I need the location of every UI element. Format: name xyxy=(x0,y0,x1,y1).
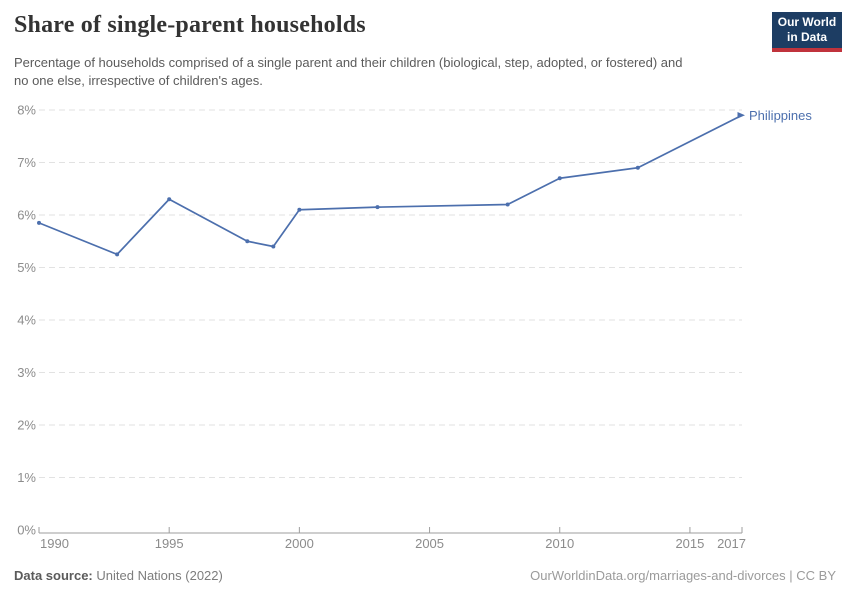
y-axis-label-4pct: 4% xyxy=(17,313,36,328)
x-axis-label-2010: 2010 xyxy=(545,536,574,551)
data-point-2010[interactable] xyxy=(557,176,562,181)
data-point-2000[interactable] xyxy=(297,207,302,212)
data-source: Data source: United Nations (2022) xyxy=(14,568,223,583)
x-axis-label-2017: 2017 xyxy=(717,536,746,551)
chart-footer: Data source: United Nations (2022) OurWo… xyxy=(14,568,836,583)
x-axis-label-1990: 1990 xyxy=(40,536,69,551)
credit-line[interactable]: OurWorldinData.org/marriages-and-divorce… xyxy=(530,568,836,583)
y-axis-label-5pct: 5% xyxy=(17,260,36,275)
series-line-philippines[interactable] xyxy=(38,114,743,256)
x-axis-label-2005: 2005 xyxy=(415,536,444,551)
y-axis-label-3pct: 3% xyxy=(17,365,36,380)
chart-subtitle: Percentage of households comprised of a … xyxy=(14,55,683,88)
y-axis-label-0pct: 0% xyxy=(17,523,36,538)
x-axis-label-2015: 2015 xyxy=(675,536,704,551)
y-axis-label-6pct: 6% xyxy=(17,208,36,223)
y-axis-label-8pct: 8% xyxy=(17,103,36,118)
page-title: Share of single-parent households xyxy=(14,12,366,38)
data-point-2003[interactable] xyxy=(375,205,380,210)
data-point-2008[interactable] xyxy=(505,202,510,207)
owid-logo-line1: Our World xyxy=(777,15,837,29)
x-axis-label-1995: 1995 xyxy=(155,536,184,551)
data-point-1999[interactable] xyxy=(271,244,276,249)
y-axis-label-2pct: 2% xyxy=(17,418,36,433)
y-axis-label-1pct: 1% xyxy=(17,470,36,485)
data-point-1993[interactable] xyxy=(115,252,120,257)
data-point-1995[interactable] xyxy=(167,197,172,202)
owid-logo[interactable]: Our World in Data xyxy=(772,12,842,52)
x-axis-label-2000: 2000 xyxy=(285,536,314,551)
data-source-label: Data source: xyxy=(14,568,93,583)
line-end-arrow xyxy=(737,112,745,119)
owid-logo-line2: in Data xyxy=(786,30,827,44)
data-point-1998[interactable] xyxy=(245,239,250,244)
y-axis-label-7pct: 7% xyxy=(17,155,36,170)
data-source-value: United Nations (2022) xyxy=(96,568,223,583)
data-point-2013[interactable] xyxy=(635,165,640,170)
series-label-philippines[interactable]: Philippines xyxy=(749,108,812,123)
data-point-1990[interactable] xyxy=(37,220,41,225)
